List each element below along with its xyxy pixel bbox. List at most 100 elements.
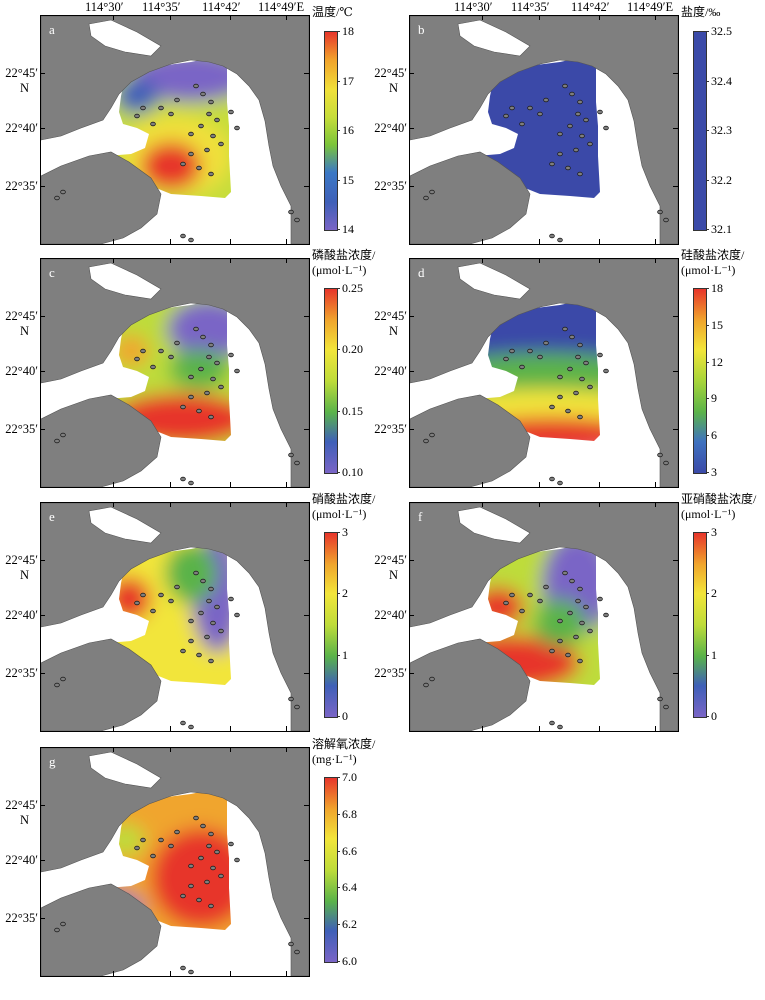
colorbar-tick: [706, 654, 709, 656]
islet: [587, 628, 593, 634]
islet: [603, 368, 609, 374]
colorbar-tick-label: 16: [342, 123, 354, 137]
islet: [562, 326, 568, 332]
panel-letter: a: [49, 22, 55, 37]
islet: [294, 949, 300, 955]
islet: [288, 452, 294, 458]
islet: [573, 390, 579, 396]
lat-tick: [673, 73, 678, 74]
islet: [557, 724, 563, 730]
islet: [583, 117, 589, 123]
islet: [579, 376, 585, 382]
colorbar-tick-label: 32.3: [711, 123, 732, 137]
lat-tick: [304, 673, 309, 674]
islet: [294, 217, 300, 223]
islet: [196, 652, 202, 658]
colorbar-tick: [337, 654, 340, 656]
islet: [509, 348, 515, 354]
islet: [567, 610, 573, 616]
lat-tick: [673, 673, 678, 674]
colorbar-tick-label: 0.25: [342, 281, 363, 295]
lat-tick: [40, 805, 45, 806]
latitude-label: 22°35′: [374, 666, 407, 680]
islet: [134, 113, 140, 119]
islet: [587, 141, 593, 147]
colorbar-tick: [706, 532, 709, 533]
islet: [228, 841, 234, 847]
lon-tick: [539, 239, 540, 244]
lon-tick: [113, 502, 114, 507]
lon-tick: [655, 726, 656, 731]
islet: [519, 121, 525, 127]
islet: [180, 233, 186, 239]
lon-tick: [170, 482, 171, 487]
colorbar-tick-label: 6.6: [342, 843, 357, 858]
latitude-label: 22°45′: [5, 553, 38, 567]
map-frame: f: [409, 502, 679, 732]
colorbar-tick-label: 32.4: [711, 73, 732, 88]
colorbar-title: (μmol·L⁻¹): [312, 507, 367, 521]
lon-tick: [482, 502, 483, 507]
colorbar-tick: [337, 924, 340, 926]
islet: [196, 897, 202, 903]
islet: [573, 634, 579, 640]
colorbar-tick-label: 3: [711, 525, 717, 539]
latitude-label: 22°40′: [5, 364, 38, 378]
lat-tick: [304, 860, 309, 861]
lon-tick: [230, 258, 231, 263]
lon-tick: [170, 239, 171, 244]
colorbar-tick-label: 7.0: [342, 770, 357, 784]
lat-tick: [409, 560, 414, 561]
colorbar-tick: [706, 288, 709, 289]
latitude-label: 22°45′: [374, 66, 407, 80]
lat-tick: [304, 128, 309, 129]
lon-tick: [599, 482, 600, 487]
colorbar-tick: [706, 179, 709, 181]
panel-letter: c: [49, 265, 55, 280]
islet: [597, 109, 603, 115]
islet: [567, 123, 573, 129]
islet: [60, 676, 66, 682]
lon-tick: [170, 726, 171, 731]
islet: [565, 408, 571, 414]
colorbar-title: 盐度/‰: [681, 5, 721, 19]
longitude-label: 114°35′: [142, 0, 181, 14]
islet: [503, 113, 509, 119]
islet: [193, 815, 199, 821]
lat-tick: [40, 860, 45, 861]
lon-tick: [170, 747, 171, 752]
islet: [549, 233, 555, 239]
islet: [577, 342, 583, 348]
colorbar-tick-label: 17: [342, 73, 354, 88]
lat-tick: [40, 371, 45, 372]
latitude-label: 22°40′: [374, 608, 407, 622]
colorbar: [693, 288, 707, 474]
islet: [527, 105, 533, 111]
colorbar-title: 温度/℃: [312, 5, 353, 19]
islet: [134, 356, 140, 362]
islet: [204, 390, 210, 396]
lon-tick: [482, 258, 483, 263]
colorbar-tick: [337, 887, 340, 889]
colorbar-tick-label: 6: [711, 428, 717, 443]
north-label: N: [389, 568, 399, 582]
land-mass: [41, 748, 309, 976]
lon-tick: [655, 239, 656, 244]
islet: [562, 570, 568, 576]
islet: [288, 941, 294, 947]
latitude-label: 22°35′: [5, 911, 38, 925]
islet: [429, 676, 435, 682]
islet: [188, 638, 194, 644]
islet: [158, 105, 164, 111]
latitude-label: 22°35′: [374, 179, 407, 193]
lat-tick: [409, 73, 414, 74]
colorbar-tick: [706, 229, 709, 230]
islet: [579, 133, 585, 139]
islet: [210, 620, 216, 626]
islet: [180, 893, 186, 899]
islet: [210, 133, 216, 139]
islet: [134, 600, 140, 606]
map-frame: a: [40, 15, 310, 245]
islet: [206, 598, 212, 604]
colorbar-tick-label: 15: [711, 317, 723, 332]
